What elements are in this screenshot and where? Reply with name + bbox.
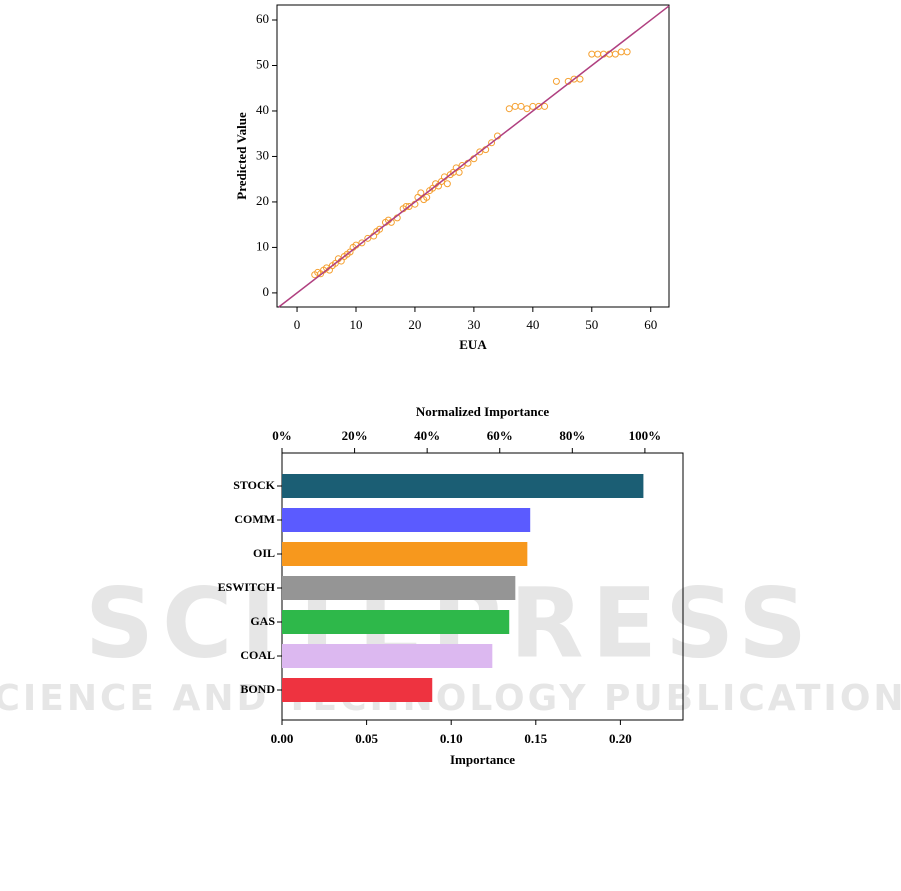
y-tick-label: 40 bbox=[256, 102, 269, 117]
x-tick-label: 50 bbox=[585, 317, 598, 332]
bar bbox=[282, 542, 528, 566]
point bbox=[443, 180, 451, 188]
point bbox=[576, 75, 584, 83]
point bbox=[423, 193, 431, 201]
point bbox=[523, 105, 531, 113]
point bbox=[505, 105, 513, 113]
x-tick-label: 0 bbox=[294, 317, 301, 332]
x-tick-label: 0.05 bbox=[355, 731, 378, 746]
point bbox=[405, 202, 413, 210]
y-tick-label: COMM bbox=[234, 512, 275, 526]
point bbox=[376, 225, 384, 233]
x-tick-label: 0.10 bbox=[440, 731, 463, 746]
x-tick-label: 10 bbox=[349, 317, 362, 332]
point bbox=[476, 148, 484, 156]
point bbox=[364, 234, 372, 242]
bar bbox=[282, 576, 516, 600]
bar bbox=[282, 644, 493, 668]
x2-tick-label: 80% bbox=[559, 428, 585, 443]
y-tick-label: 20 bbox=[256, 193, 269, 208]
y-tick-label: 10 bbox=[256, 238, 269, 253]
point bbox=[488, 139, 496, 147]
y-axis-label: Predicted Value bbox=[234, 112, 249, 200]
x-tick-label: 30 bbox=[467, 317, 480, 332]
point bbox=[541, 102, 549, 110]
x2-tick-label: 40% bbox=[414, 428, 440, 443]
x-tick-label: 20 bbox=[408, 317, 421, 332]
x-tick-label: 60 bbox=[644, 317, 657, 332]
point bbox=[458, 162, 466, 170]
y-tick-label: OIL bbox=[253, 546, 275, 560]
point bbox=[623, 48, 631, 56]
bar bbox=[282, 474, 644, 498]
point bbox=[358, 239, 366, 247]
y-tick-label: ESWITCH bbox=[218, 580, 276, 594]
point bbox=[611, 50, 619, 58]
y-tick-label: GAS bbox=[250, 614, 275, 628]
y-tick-label: 50 bbox=[256, 56, 269, 71]
bar bbox=[282, 678, 433, 702]
watermark-subtitle: SCIENCE AND TECHNOLOGY PUBLICATIONS bbox=[0, 678, 901, 719]
x-tick-label: 0.15 bbox=[524, 731, 547, 746]
x2-axis-title: Normalized Importance bbox=[416, 404, 549, 419]
x2-tick-label: 20% bbox=[342, 428, 368, 443]
x2-tick-label: 100% bbox=[629, 428, 662, 443]
reference-line bbox=[278, 5, 670, 308]
point bbox=[511, 102, 519, 110]
x2-tick-label: 60% bbox=[487, 428, 513, 443]
y-tick-label: STOCK bbox=[233, 478, 275, 492]
y-tick-label: 60 bbox=[256, 11, 269, 26]
y-tick-label: COAL bbox=[240, 648, 275, 662]
point bbox=[588, 50, 596, 58]
point bbox=[517, 102, 525, 110]
x-tick-label: 0.00 bbox=[271, 731, 294, 746]
y-tick-label: 0 bbox=[263, 284, 270, 299]
bar bbox=[282, 508, 531, 532]
x-axis-label: Importance bbox=[450, 752, 515, 767]
point bbox=[552, 77, 560, 85]
point bbox=[417, 189, 425, 197]
point bbox=[455, 168, 463, 176]
y-tick-label: BOND bbox=[240, 682, 275, 696]
bar bbox=[282, 610, 510, 634]
point bbox=[617, 48, 625, 56]
point bbox=[594, 50, 602, 58]
x-tick-label: 0.20 bbox=[609, 731, 632, 746]
x-axis-label: EUA bbox=[459, 337, 487, 352]
x-tick-label: 40 bbox=[526, 317, 539, 332]
y-tick-label: 30 bbox=[256, 147, 269, 162]
x2-tick-label: 0% bbox=[272, 428, 292, 443]
